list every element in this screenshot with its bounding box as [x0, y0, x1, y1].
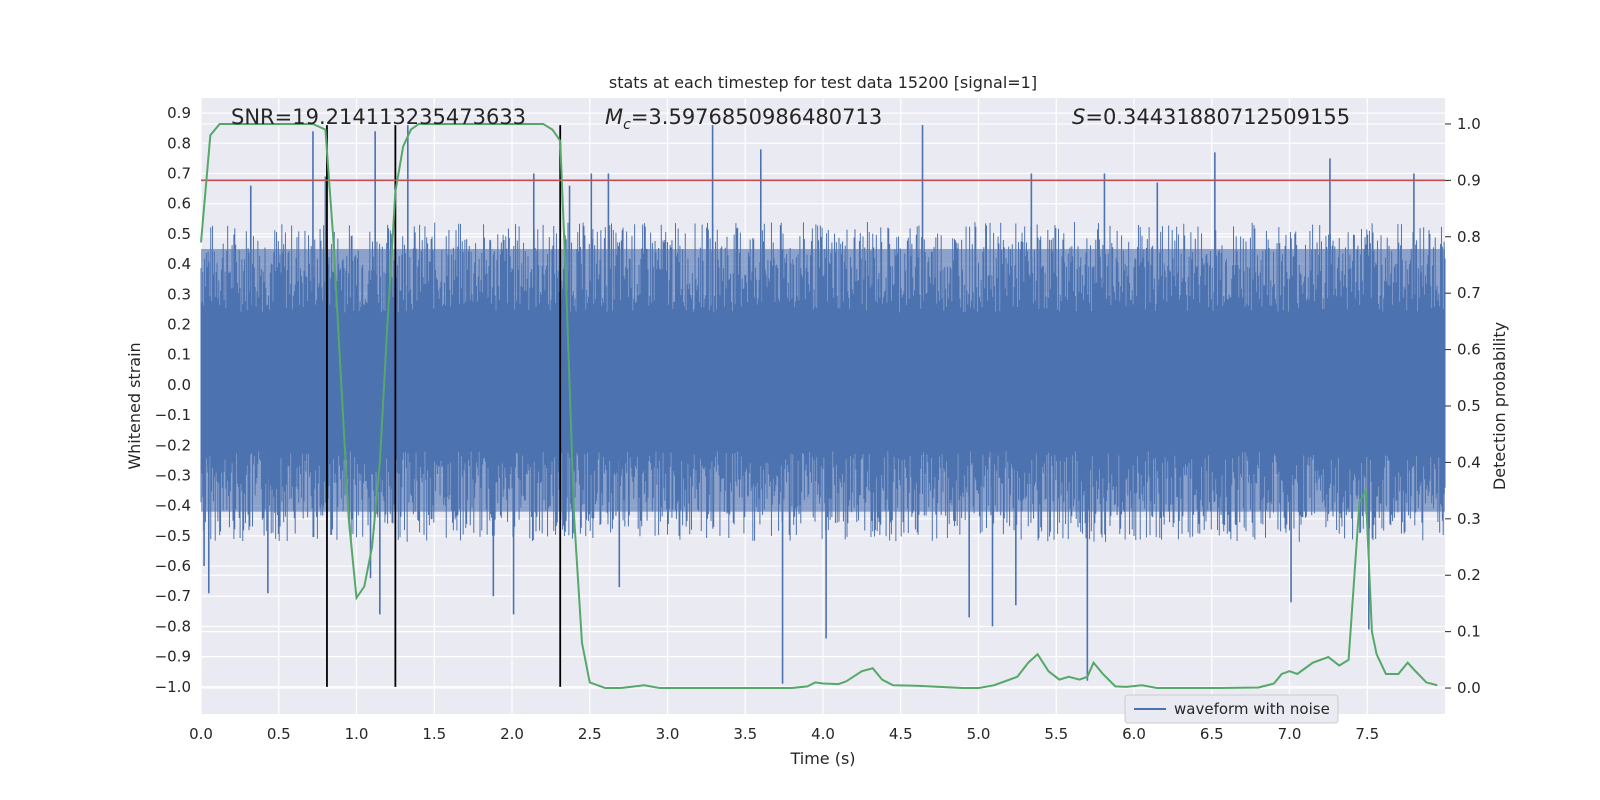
vertical-markers	[326, 125, 562, 687]
chirp-mass-symbol: M	[605, 105, 623, 129]
y2-tick-label: 0.6	[1457, 341, 1481, 359]
y-tick-label: 0.8	[167, 134, 191, 152]
y-tick-label: −0.7	[155, 587, 191, 605]
s-value: =0.34431880712509155	[1085, 105, 1350, 129]
x-tick-label: 6.5	[1200, 725, 1224, 743]
y2-tick-label: 0.9	[1457, 171, 1481, 189]
legend-label: waveform with noise	[1174, 700, 1330, 718]
x-tick-label: 4.5	[889, 725, 913, 743]
y-tick-label: −0.4	[155, 497, 191, 515]
snr-annotation: SNR=19.214113235473633	[231, 105, 526, 129]
y-axis-label: Whitened strain	[125, 342, 144, 469]
y-tick-label: −1.0	[155, 678, 191, 696]
y-tick-label: −0.3	[155, 466, 191, 484]
chirp-mass-annotation: Mc=3.5976850986480713	[605, 105, 882, 133]
y-tick-label: −0.9	[155, 648, 191, 666]
y2-tick-label: 0.8	[1457, 228, 1481, 246]
chirp-mass-value: =3.5976850986480713	[631, 105, 882, 129]
x-tick-label: 5.5	[1044, 725, 1068, 743]
x-tick-label: 3.5	[733, 725, 757, 743]
y-tick-label: −0.1	[155, 406, 191, 424]
y-tick-label: −0.6	[155, 557, 191, 575]
x-tick-label: 7.0	[1278, 725, 1302, 743]
y2-tick-label: 0.0	[1457, 679, 1481, 697]
legend: waveform with noise	[1124, 694, 1339, 724]
chart-title: stats at each timestep for test data 152…	[609, 73, 1037, 92]
y-tick-label: −0.5	[155, 527, 191, 545]
x-tick-labels: 0.0 0.5 1.0 1.5 2.0 2.5 3.0 3.5 4.0 4.5 5.0 5.5 6.0 6…	[189, 725, 1379, 743]
y2-tick-label: 0.3	[1457, 510, 1481, 528]
y-tick-label: 0.7	[167, 164, 191, 182]
y-tick-label: 0.4	[167, 255, 191, 273]
y-tick-label: 0.2	[167, 315, 191, 333]
x-tick-label: 6.0	[1122, 725, 1146, 743]
y-tick-label: 0.5	[167, 225, 191, 243]
y2-tick-label: 1.0	[1457, 115, 1481, 133]
x-axis-label: Time (s)	[789, 749, 855, 768]
y-tick-label: −0.2	[155, 436, 191, 454]
y-tick-label: 0.1	[167, 346, 191, 364]
x-tick-label: 0.5	[267, 725, 291, 743]
probability-line	[200, 122, 1438, 690]
x-tick-label: 1.5	[422, 725, 446, 743]
x-tick-label: 4.0	[811, 725, 835, 743]
y2-tick-label: 0.7	[1457, 284, 1481, 302]
y2-axis-label: Detection probability	[1490, 322, 1509, 490]
y-tick-label: 0.0	[167, 376, 191, 394]
x-tick-label: 5.0	[967, 725, 991, 743]
y2-tick-label: 0.5	[1457, 397, 1481, 415]
y-tick-labels: 0.9 0.8 0.7 0.6 0.5 0.4 0.3 0.2 0.1 0.0 −0.1 −0.2 −0…	[155, 104, 191, 696]
s-symbol: S	[1072, 105, 1085, 129]
s-annotation: S=0.34431880712509155	[1072, 105, 1350, 129]
y-tick-label: 0.3	[167, 285, 191, 303]
x-tick-label: 2.0	[500, 725, 524, 743]
y-tick-label: −0.8	[155, 617, 191, 635]
x-tick-label: 3.0	[656, 725, 680, 743]
y2-tick-label: 0.1	[1457, 623, 1481, 641]
x-tick-label: 2.5	[578, 725, 602, 743]
x-tick-label: 0.0	[189, 725, 213, 743]
chirp-mass-subscript: c	[623, 117, 631, 133]
y-tick-label: 0.9	[167, 104, 191, 122]
x-tick-label: 1.0	[345, 725, 369, 743]
y-tick-label: 0.6	[167, 195, 191, 213]
legend-box	[1124, 694, 1339, 724]
y2-tick-label: 0.2	[1457, 566, 1481, 584]
y2-tick-labels: 1.0 0.9 0.8 0.7 0.6 0.5 0.4 0.3 0.2 0.1 0.0	[1445, 115, 1481, 697]
y2-tick-label: 0.4	[1457, 453, 1481, 471]
waveform-series	[200, 125, 1446, 684]
x-tick-label: 7.5	[1355, 725, 1379, 743]
